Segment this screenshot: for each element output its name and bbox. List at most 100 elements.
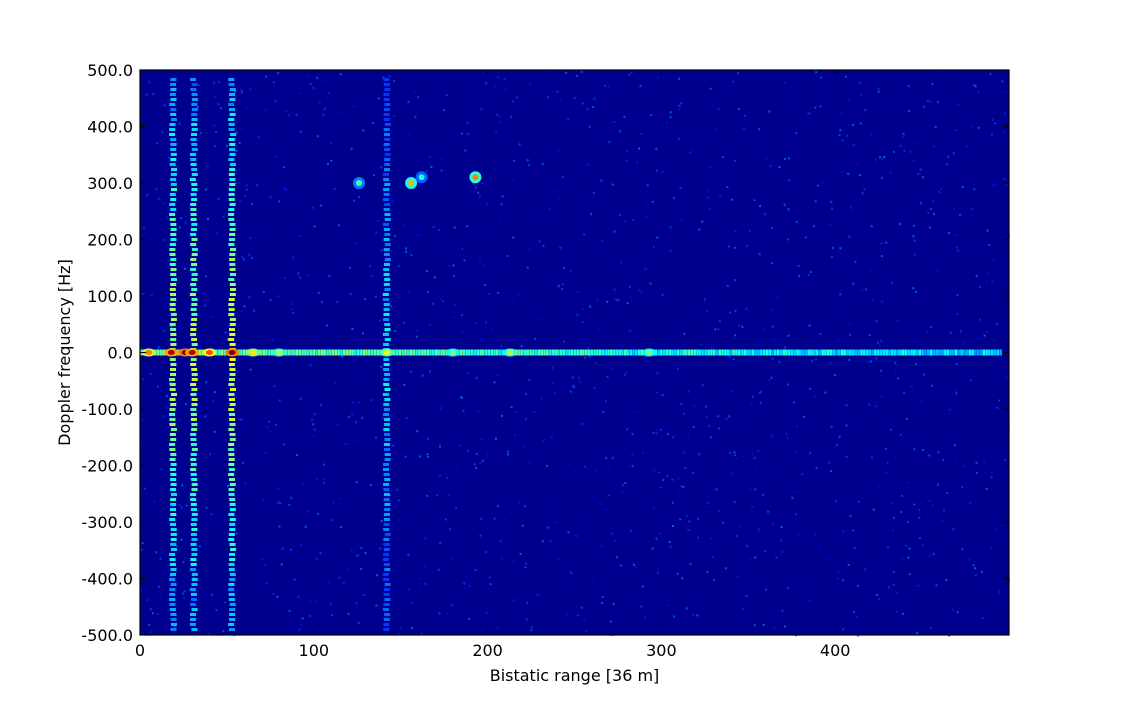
noise-speckle (746, 244, 748, 247)
ridge-cell (968, 349, 972, 356)
noise-speckle (556, 190, 559, 193)
clutter-column-cell (191, 578, 198, 581)
clutter-column-cell (169, 383, 176, 386)
noise-speckle (915, 363, 918, 366)
noise-speckle (784, 346, 787, 349)
noise-speckle (842, 579, 844, 582)
noise-speckle (749, 558, 752, 561)
noise-speckle (466, 372, 469, 375)
noise-speckle (330, 614, 333, 617)
noise-speckle (244, 482, 247, 484)
noise-speckle (913, 224, 916, 227)
ridge-cell (768, 349, 772, 356)
clutter-column-cell (190, 618, 197, 621)
noise-speckle (211, 126, 214, 129)
noise-speckle (601, 545, 604, 548)
noise-speckle (556, 90, 559, 93)
noise-speckle (150, 294, 153, 297)
noise-speckle (319, 552, 322, 555)
noise-speckle (913, 448, 916, 451)
noise-speckle (625, 159, 628, 162)
clutter-column-cell (228, 453, 235, 456)
noise-speckle (795, 220, 798, 223)
noise-speckle (771, 262, 774, 265)
noise-speckle (680, 403, 683, 406)
noise-speckle (565, 71, 568, 74)
noise-speckle (185, 504, 188, 507)
clutter-column-cell (170, 328, 177, 331)
noise-speckle (373, 609, 376, 612)
noise-speckle (140, 347, 143, 350)
noise-speckle (741, 325, 744, 328)
noise-speckle (921, 544, 924, 547)
noise-speckle (665, 121, 668, 124)
clutter-column-cell (229, 483, 236, 486)
noise-speckle (869, 360, 872, 363)
noise-speckle (771, 357, 774, 360)
noise-speckle (579, 380, 582, 383)
noise-speckle (340, 526, 342, 529)
noise-speckle (275, 502, 278, 505)
y-axis-ticks: 500.0400.0300.0200.0100.00.0-100.0-200.0… (81, 61, 1009, 645)
noise-speckle (795, 513, 798, 516)
noise-speckle (640, 132, 643, 135)
clutter-column-cell (190, 333, 197, 336)
noise-speckle (661, 293, 664, 296)
clutter-column-cell (191, 398, 198, 401)
clutter-column-cell (228, 78, 235, 81)
noise-speckle (848, 235, 851, 238)
noise-speckle (180, 506, 183, 509)
clutter-column-cell (191, 143, 198, 146)
clutter-column-cell (228, 303, 235, 306)
clutter-column-cell (191, 148, 198, 151)
noise-speckle (402, 149, 405, 152)
ridge-cell (484, 349, 488, 356)
noise-speckle (875, 575, 878, 578)
noise-speckle (492, 331, 495, 334)
clutter-column-cell (169, 448, 176, 451)
noise-speckle (870, 456, 873, 459)
clutter-column-cell (191, 263, 198, 266)
noise-speckle (383, 190, 385, 193)
clutter-column-cell (169, 263, 176, 266)
ridge-cell (929, 349, 933, 356)
noise-speckle (320, 403, 323, 406)
noise-speckle (515, 96, 518, 99)
noise-speckle (646, 184, 649, 187)
noise-speckle (496, 76, 499, 79)
ridge-cell (529, 349, 532, 356)
noise-speckle (628, 329, 631, 332)
clutter-column-cell (170, 403, 177, 406)
noise-speckle (934, 126, 937, 128)
noise-speckle (427, 291, 430, 294)
noise-speckle (734, 309, 737, 312)
noise-speckle (680, 219, 683, 222)
noise-speckle (235, 532, 238, 535)
ridge-cell (565, 349, 569, 356)
noise-speckle (908, 77, 911, 80)
noise-speckle (472, 182, 475, 185)
noise-speckle (937, 451, 940, 454)
noise-speckle (785, 99, 788, 102)
noise-speckle (229, 366, 232, 369)
noise-speckle (627, 465, 630, 468)
ridge-cell (746, 349, 749, 356)
noise-speckle (255, 236, 258, 239)
noise-speckle (912, 160, 915, 163)
noise-speckle (880, 177, 883, 180)
ridge-cell (462, 349, 466, 356)
noise-speckle (291, 308, 294, 311)
noise-speckle (788, 179, 791, 182)
noise-speckle (163, 202, 166, 205)
noise-speckle (297, 272, 300, 274)
noise-speckle (700, 343, 703, 346)
noise-speckle (892, 529, 895, 532)
hotspot (645, 350, 653, 355)
noise-speckle (349, 266, 351, 269)
noise-speckle (787, 334, 790, 337)
clutter-column-cell (170, 273, 177, 276)
ridge-cell (601, 349, 605, 356)
noise-speckle (885, 471, 888, 474)
noise-speckle (584, 356, 587, 359)
noise-speckle (580, 71, 583, 73)
